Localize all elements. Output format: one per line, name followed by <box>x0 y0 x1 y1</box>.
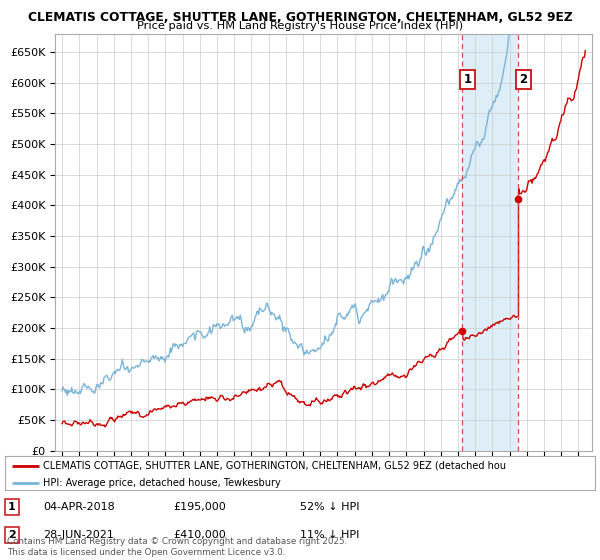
Bar <box>463 34 518 451</box>
Text: 1: 1 <box>8 502 16 512</box>
Text: Contains HM Land Registry data © Crown copyright and database right 2025.
This d: Contains HM Land Registry data © Crown c… <box>7 537 347 557</box>
Text: CLEMATIS COTTAGE, SHUTTER LANE, GOTHERINGTON, CHELTENHAM, GL52 9EZ (detached hou: CLEMATIS COTTAGE, SHUTTER LANE, GOTHERIN… <box>43 461 506 471</box>
Text: 2: 2 <box>8 530 16 540</box>
Text: 28-JUN-2021: 28-JUN-2021 <box>43 530 114 540</box>
Text: £195,000: £195,000 <box>173 502 226 512</box>
Text: 52% ↓ HPI: 52% ↓ HPI <box>300 502 359 512</box>
Text: HPI: Average price, detached house, Tewkesbury: HPI: Average price, detached house, Tewk… <box>43 478 281 488</box>
Text: 11% ↓ HPI: 11% ↓ HPI <box>300 530 359 540</box>
Text: 04-APR-2018: 04-APR-2018 <box>43 502 115 512</box>
Text: 1: 1 <box>464 73 472 86</box>
Text: £410,000: £410,000 <box>173 530 226 540</box>
Text: CLEMATIS COTTAGE, SHUTTER LANE, GOTHERINGTON, CHELTENHAM, GL52 9EZ: CLEMATIS COTTAGE, SHUTTER LANE, GOTHERIN… <box>28 11 572 24</box>
Text: Price paid vs. HM Land Registry's House Price Index (HPI): Price paid vs. HM Land Registry's House … <box>137 21 463 31</box>
Text: 2: 2 <box>519 73 527 86</box>
